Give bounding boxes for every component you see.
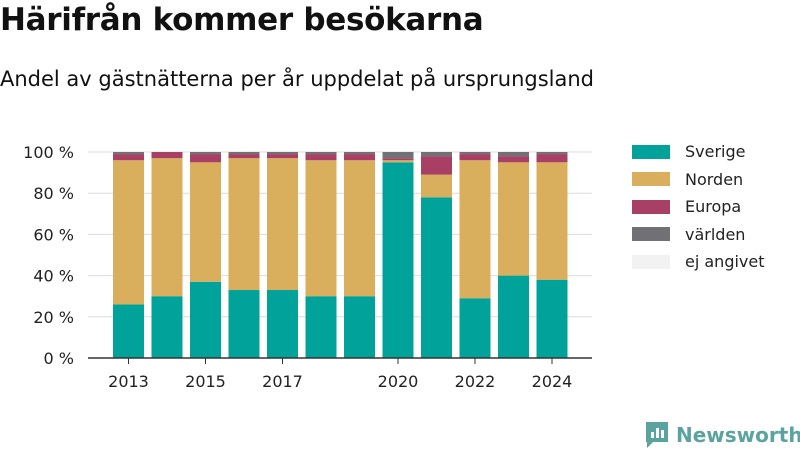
bar-segment-världen-2013 xyxy=(113,152,144,155)
bar-segment-Norden-2019 xyxy=(344,160,375,297)
bar-segment-Sverige-2021 xyxy=(421,197,452,358)
bar-segment-Sverige-2018 xyxy=(305,296,337,358)
legend-swatch xyxy=(632,172,670,187)
bar-segment-Norden-2015 xyxy=(190,162,221,282)
bar-segment-världen-2015 xyxy=(190,152,221,155)
y-tick-label: 100 % xyxy=(23,143,74,162)
x-tick-labels: 2013 2015 2017 2020 2022 2024 xyxy=(108,358,572,391)
legend-swatch xyxy=(632,227,670,242)
bar-segment-Sverige-2015 xyxy=(190,281,221,358)
bar-segment-Sverige-2016 xyxy=(228,290,260,358)
bar-segment-Europa-2021 xyxy=(421,156,452,175)
bar-segment-Norden-2024 xyxy=(536,162,568,280)
legend-item-Norden: Norden xyxy=(632,166,765,194)
bar-segment-Europa-2024 xyxy=(536,154,568,163)
legend-swatch xyxy=(632,199,670,214)
chart-subtitle: Andel av gästnätterna per år uppdelat på… xyxy=(0,67,594,91)
bar-segment-världen-2024 xyxy=(536,152,568,155)
bar-segment-Europa-2023 xyxy=(498,156,529,163)
y-tick-label: 20 % xyxy=(33,308,74,327)
bar-segment-Europa-2015 xyxy=(190,154,221,163)
bar-segment-Europa-2018 xyxy=(305,154,337,161)
bar-segment-Europa-2019 xyxy=(344,154,375,161)
newsworthy-logo-icon xyxy=(646,422,668,448)
bar-segment-Sverige-2017 xyxy=(267,290,298,358)
legend-item-ej-angivet: ej angivet xyxy=(632,248,765,276)
bar-segment-världen-2020 xyxy=(382,152,414,159)
bar-segment-världen-2021 xyxy=(421,152,452,157)
legend-label: Sverige xyxy=(685,142,746,162)
legend-swatch xyxy=(632,254,670,269)
chart-title: Härifrån kommer besökarna xyxy=(0,2,484,38)
bar-segment-Norden-2021 xyxy=(421,174,452,198)
bar-segment-Europa-2016 xyxy=(228,154,260,159)
x-tick-label: 2020 xyxy=(378,372,419,391)
bar-segment-världen-2019 xyxy=(344,152,375,155)
bar-segment-världen-2017 xyxy=(267,152,298,155)
bar-segment-Norden-2013 xyxy=(113,160,144,305)
bar-segment-Norden-2022 xyxy=(459,160,491,299)
bars xyxy=(113,152,568,358)
bar-segment-Europa-2013 xyxy=(113,154,144,161)
y-tick-label: 0 % xyxy=(44,349,74,368)
bar-segment-Sverige-2014 xyxy=(151,296,183,358)
bar-segment-Europa-2020 xyxy=(382,158,414,161)
y-tick-label: 80 % xyxy=(33,184,74,203)
bar-segment-Sverige-2020 xyxy=(382,162,414,358)
x-tick-label: 2024 xyxy=(532,372,573,391)
legend-item-världen: världen xyxy=(632,221,765,249)
bar-segment-Norden-2014 xyxy=(151,158,183,297)
bar-segment-världen-2018 xyxy=(305,152,337,155)
y-tick-label: 40 % xyxy=(33,267,74,286)
x-tick-label: 2017 xyxy=(262,372,303,391)
bar-segment-Norden-2020 xyxy=(382,160,414,163)
bar-segment-världen-2022 xyxy=(459,152,491,155)
bar-segment-Sverige-2013 xyxy=(113,304,144,358)
bar-segment-Europa-2017 xyxy=(267,154,298,159)
bar-segment-Sverige-2019 xyxy=(344,296,375,358)
bar-segment-Norden-2023 xyxy=(498,162,529,276)
legend-label: Europa xyxy=(685,197,742,217)
legend-swatch xyxy=(632,144,670,159)
x-tick-label: 2015 xyxy=(185,372,226,391)
legend-label: ej angivet xyxy=(685,252,765,272)
legend-label: världen xyxy=(685,224,746,244)
x-tick-label: 2013 xyxy=(108,372,149,391)
newsworthy-logo: Newsworthy xyxy=(644,420,800,450)
y-tick-labels: 0 % 20 % 40 % 60 % 80 % 100 % xyxy=(23,143,74,368)
bar-segment-världen-2016 xyxy=(228,152,260,155)
y-tick-label: 60 % xyxy=(33,225,74,244)
bar-segment-Sverige-2023 xyxy=(498,275,529,358)
bar-segment-Europa-2022 xyxy=(459,154,491,161)
legend-item-Europa: Europa xyxy=(632,193,765,221)
legend-item-Sverige: Sverige xyxy=(632,138,765,166)
bar-segment-Sverige-2022 xyxy=(459,298,491,358)
legend: Sverige Norden Europa världen ej angivet xyxy=(632,138,765,276)
newsworthy-logo-text: Newsworthy xyxy=(676,423,800,447)
x-tick-label: 2022 xyxy=(455,372,496,391)
bar-segment-Norden-2016 xyxy=(228,158,260,291)
legend-label: Norden xyxy=(685,169,744,189)
bar-segment-världen-2023 xyxy=(498,152,529,157)
bar-segment-Norden-2017 xyxy=(267,158,298,291)
bar-segment-Norden-2018 xyxy=(305,160,337,297)
bar-segment-Sverige-2024 xyxy=(536,279,568,358)
bar-segment-Europa-2014 xyxy=(151,152,183,159)
